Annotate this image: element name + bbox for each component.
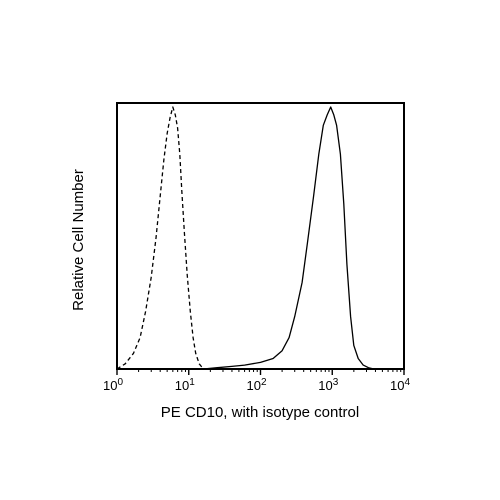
y-axis-title: Relative Cell Number xyxy=(70,169,87,311)
isotype-control-curve xyxy=(116,106,204,370)
series-layer xyxy=(116,106,374,370)
x-tick-label: 104 xyxy=(390,377,410,393)
plot-frame xyxy=(116,102,405,370)
x-tick-label: 101 xyxy=(175,377,195,393)
x-tick-label: 100 xyxy=(103,377,123,393)
x-axis-title: PE CD10, with isotype control xyxy=(161,404,359,421)
x-tick-label: 103 xyxy=(318,377,338,393)
x-axis-ticks xyxy=(116,369,405,375)
cd10-curve xyxy=(203,106,374,370)
x-axis-tick-labels: 100 101 102 103 104 xyxy=(103,377,410,393)
x-tick-label: 102 xyxy=(246,377,266,393)
